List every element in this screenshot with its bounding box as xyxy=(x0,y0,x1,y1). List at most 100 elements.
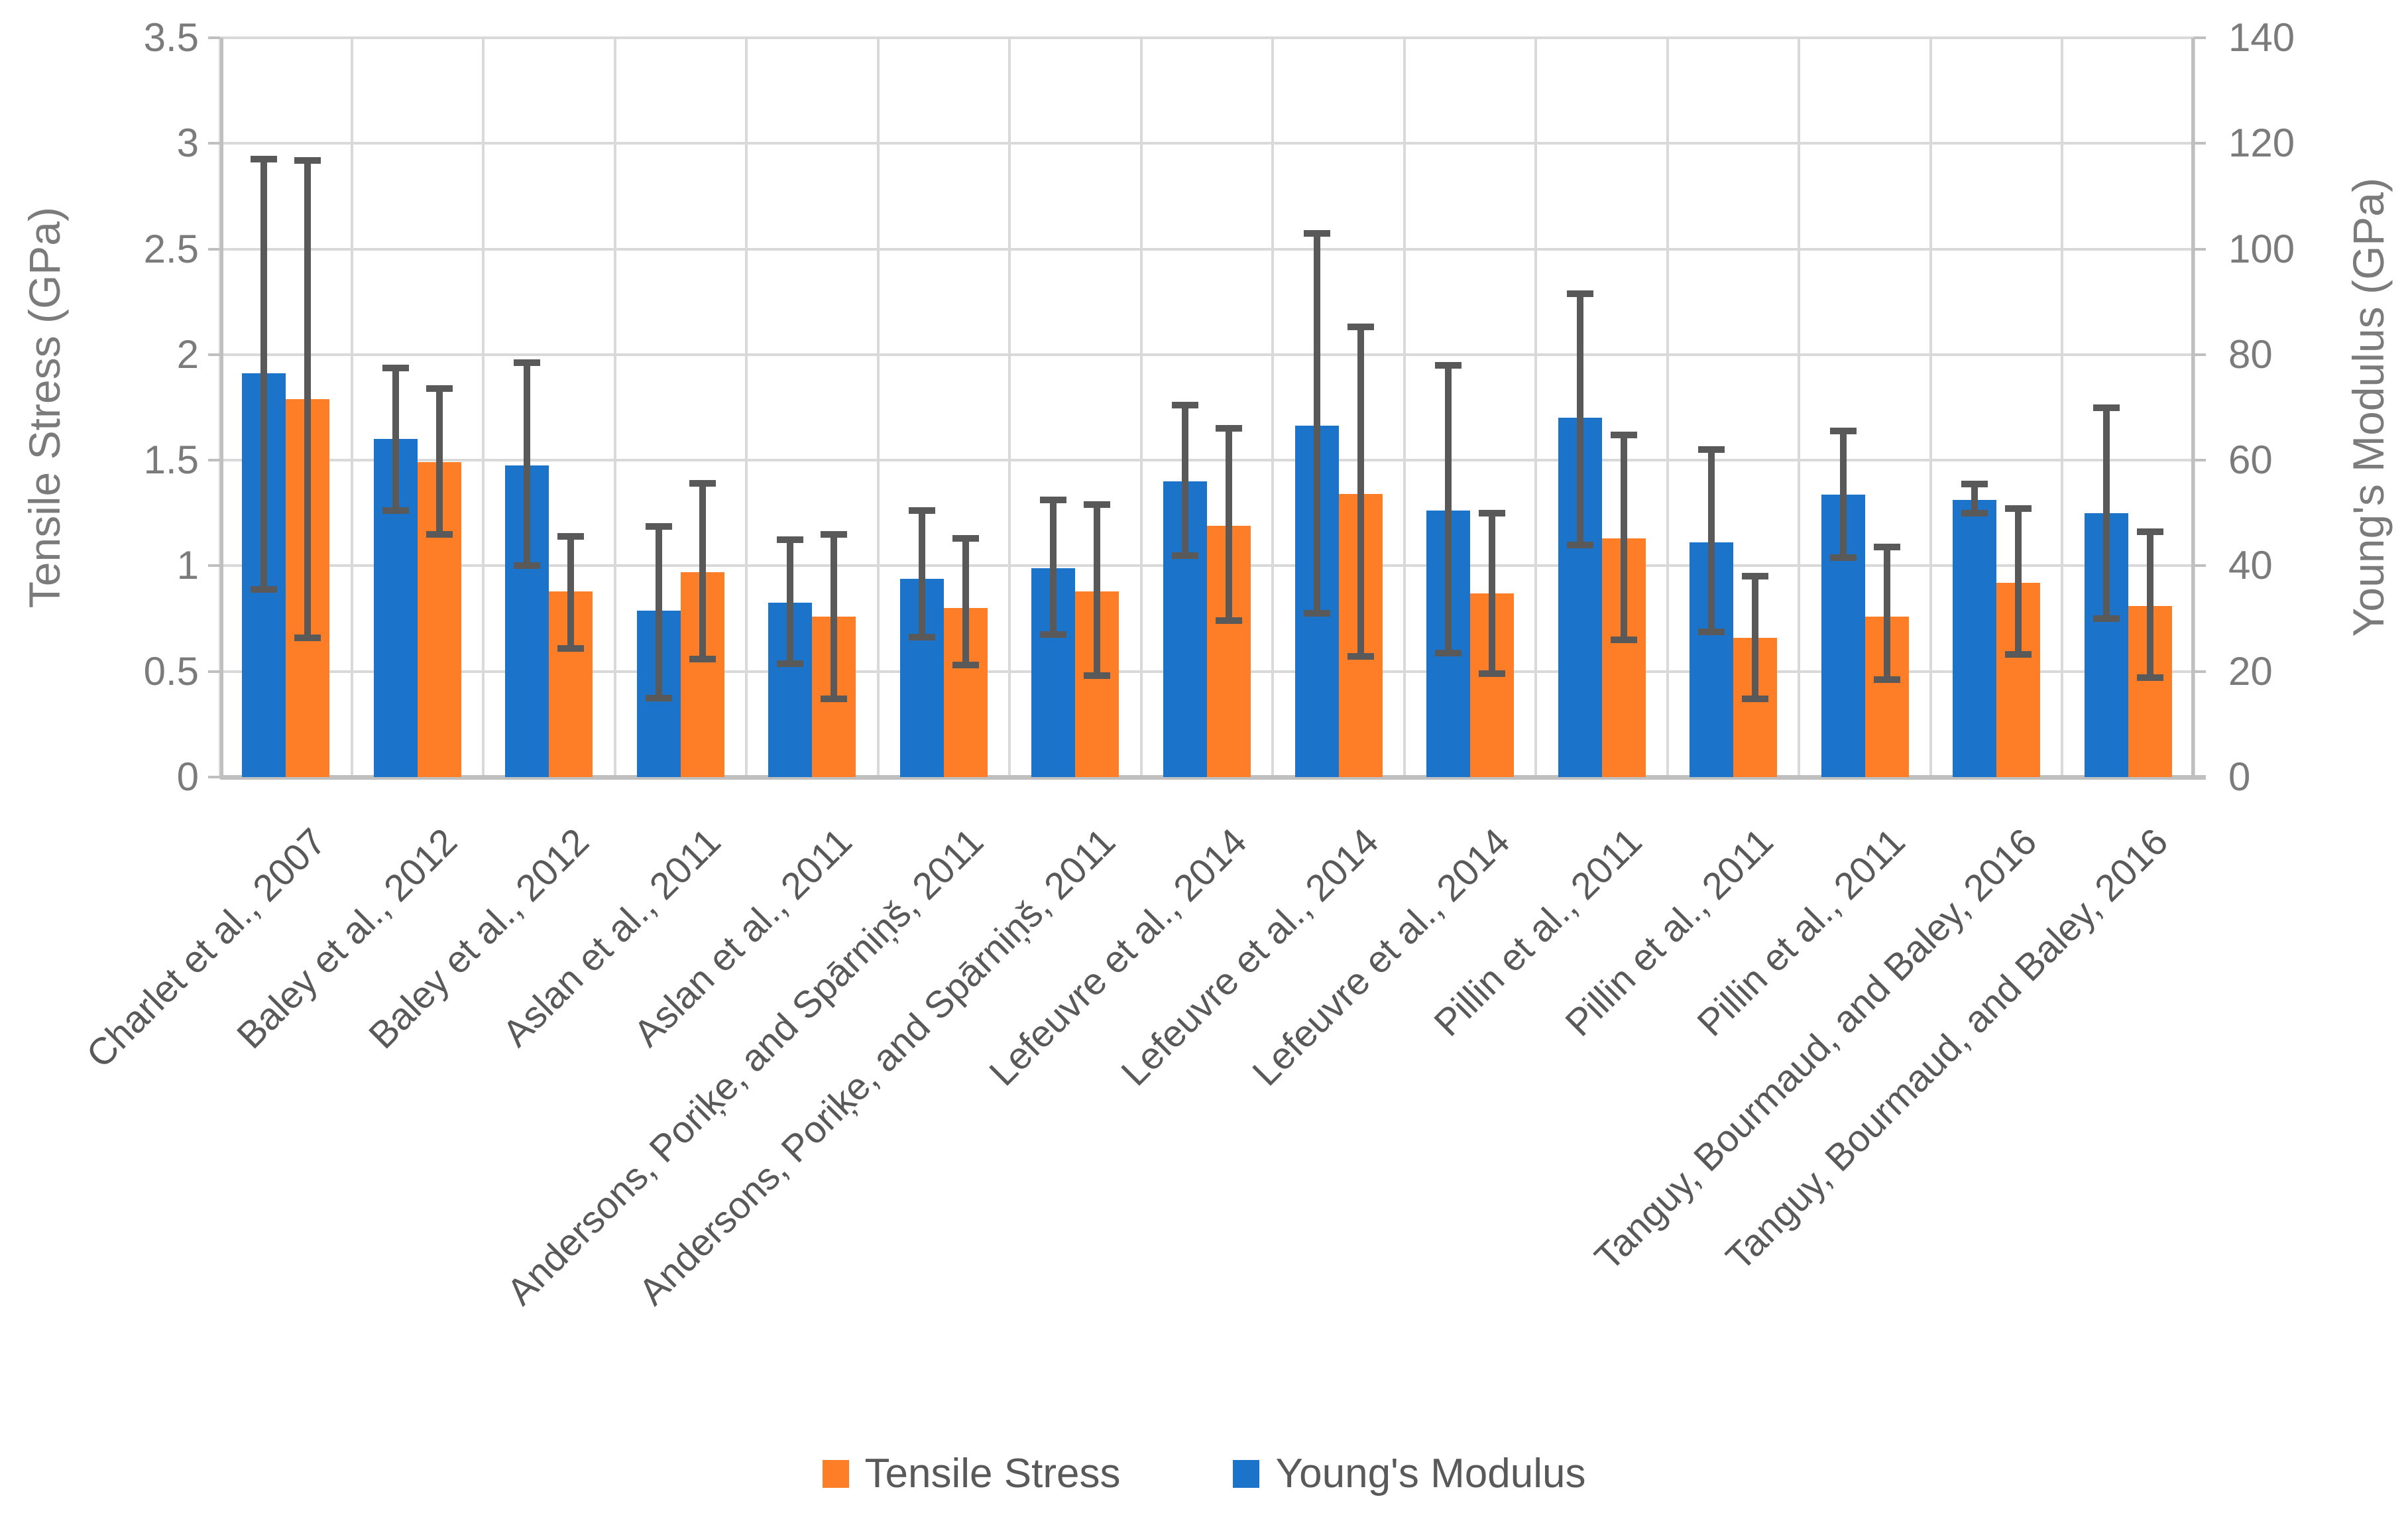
error-bar-cap-bottom xyxy=(908,633,935,640)
error-bar-cap-bottom xyxy=(1303,610,1330,617)
error-bar-cap-bottom xyxy=(777,660,804,667)
v-gridline xyxy=(1403,38,1406,777)
right-axis-tick xyxy=(2194,36,2206,39)
error-bar-cap-bottom xyxy=(1610,636,1637,643)
error-bar-stem xyxy=(1226,428,1232,621)
error-bar-stem xyxy=(831,534,838,699)
category-label: Baley et al., 2012 xyxy=(361,820,597,1058)
left-axis-tick-label: 0 xyxy=(176,755,199,799)
error-bar-cap-top xyxy=(1698,446,1725,454)
error-bar-cap-bottom xyxy=(1172,552,1198,559)
error-bar-cap-top xyxy=(2136,528,2163,536)
youngs-modulus-swatch-icon xyxy=(1233,1460,1260,1488)
error-bar-stem xyxy=(1971,483,1978,513)
error-bar-cap-bottom xyxy=(2005,651,2032,658)
error-bar-stem xyxy=(2102,407,2110,619)
left-axis-tick-label: 1 xyxy=(176,543,199,588)
v-gridline xyxy=(2061,38,2064,777)
error-bar-stem xyxy=(392,367,399,511)
error-bar-cap-top xyxy=(514,359,541,366)
error-bar-stem xyxy=(1445,365,1452,653)
h-gridline xyxy=(220,353,2194,356)
category-label: Lefeuvre et al., 2014 xyxy=(1113,820,1387,1095)
category-label: Aslan et al., 2011 xyxy=(626,820,860,1056)
error-bar-cap-bottom xyxy=(1566,541,1593,548)
v-gridline xyxy=(1139,38,1143,777)
right-axis-tick-label: 20 xyxy=(2228,648,2273,694)
v-gridline xyxy=(482,38,485,777)
error-bar-cap-top xyxy=(1829,428,1857,435)
right-axis-tick-label: 80 xyxy=(2228,332,2273,377)
error-bar-cap-top xyxy=(2005,505,2032,513)
right-plot-border xyxy=(2191,38,2195,777)
right-axis-tick xyxy=(2194,247,2206,251)
error-bar-cap-bottom xyxy=(557,644,585,652)
category-label: Lefeuvre et al., 2014 xyxy=(1244,820,1519,1095)
v-gridline xyxy=(745,38,748,777)
error-bar-cap-bottom xyxy=(821,696,848,703)
tensile-stress-swatch-icon xyxy=(822,1460,849,1488)
right-axis-tick xyxy=(2194,670,2206,673)
legend-label: Tensile Stress xyxy=(864,1451,1121,1496)
category-label: Andersons, Poriķe, and Spārniņš, 2011 xyxy=(630,820,1124,1313)
v-gridline xyxy=(350,38,353,777)
error-bar-cap-top xyxy=(1479,509,1506,516)
error-bar-stem xyxy=(567,536,575,648)
left-axis-tick xyxy=(208,776,220,778)
left-axis-tick-label: 3.5 xyxy=(143,15,199,60)
left-axis-tick xyxy=(208,353,220,356)
category-label: Charlet et al., 2007 xyxy=(78,820,334,1077)
legend-item-youngs-modulus: Young's Modulus xyxy=(1233,1453,1585,1494)
right-axis-tick-label: 40 xyxy=(2228,543,2273,588)
error-bar-cap-top xyxy=(645,522,672,530)
error-bar-stem xyxy=(1839,431,1847,558)
left-axis-tick xyxy=(208,564,220,568)
left-axis-tick-label: 2.5 xyxy=(143,226,199,271)
error-bar-cap-bottom xyxy=(426,530,453,538)
error-bar-cap-top xyxy=(1610,431,1637,438)
error-bar-stem xyxy=(1357,327,1364,657)
h-gridline xyxy=(220,36,2194,39)
right-axis-tick-label: 120 xyxy=(2228,121,2295,166)
h-gridline xyxy=(220,459,2194,462)
v-gridline xyxy=(1008,38,1011,777)
v-gridline xyxy=(1798,38,1801,777)
left-axis-tick-label: 3 xyxy=(176,121,199,166)
error-bar-cap-top xyxy=(1742,573,1769,580)
error-bar-stem xyxy=(524,362,531,566)
error-bar-stem xyxy=(1050,499,1057,635)
error-bar-cap-top xyxy=(1435,361,1462,369)
left-axis-tick xyxy=(208,142,220,145)
right-axis-tick-label: 0 xyxy=(2228,755,2251,799)
error-bar-cap-top xyxy=(251,156,278,163)
error-bar-stem xyxy=(1576,294,1583,545)
error-bar-cap-bottom xyxy=(1040,631,1067,638)
category-label: Andersons, Poriķe, and Spārniņš, 2011 xyxy=(498,820,992,1313)
left-axis-tick xyxy=(208,670,220,673)
error-bar-stem xyxy=(918,510,925,637)
error-bar-cap-bottom xyxy=(382,507,409,514)
error-bar-cap-top xyxy=(1216,425,1242,432)
error-bar-cap-bottom xyxy=(1829,554,1857,562)
right-axis-tick-label: 140 xyxy=(2228,15,2295,60)
error-bar-cap-bottom xyxy=(2136,674,2163,682)
bar-young-s-modulus xyxy=(1953,499,1997,777)
error-bar-stem xyxy=(2015,509,2022,655)
error-bar-cap-top xyxy=(1961,480,1988,487)
right-axis-tick-label: 60 xyxy=(2228,438,2273,483)
error-bar-stem xyxy=(1182,404,1188,556)
error-bar-stem xyxy=(699,483,706,659)
error-bar-cap-top xyxy=(1566,290,1593,298)
left-axis-tick xyxy=(208,459,220,462)
error-bar-stem xyxy=(1752,576,1759,699)
error-bar-stem xyxy=(435,388,443,534)
error-bar-stem xyxy=(1094,505,1101,676)
error-bar-cap-bottom xyxy=(1435,649,1462,656)
error-bar-cap-bottom xyxy=(1216,617,1242,625)
error-bar-stem xyxy=(1489,513,1496,674)
v-gridline xyxy=(1929,38,1932,777)
right-axis-tick-label: 100 xyxy=(2228,226,2295,271)
left-axis-tick xyxy=(208,36,220,39)
